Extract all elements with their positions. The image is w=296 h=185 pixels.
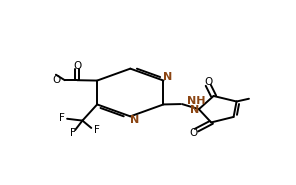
Text: F: F [59,113,65,123]
Text: O: O [52,75,60,85]
Text: O: O [204,77,213,87]
Text: F: F [70,128,76,138]
Text: N: N [130,115,139,125]
Text: NH: NH [187,96,205,106]
Text: F: F [94,125,99,135]
Text: O: O [189,128,198,138]
Text: N: N [163,72,172,82]
Text: O: O [73,61,81,71]
Text: N: N [190,105,199,115]
